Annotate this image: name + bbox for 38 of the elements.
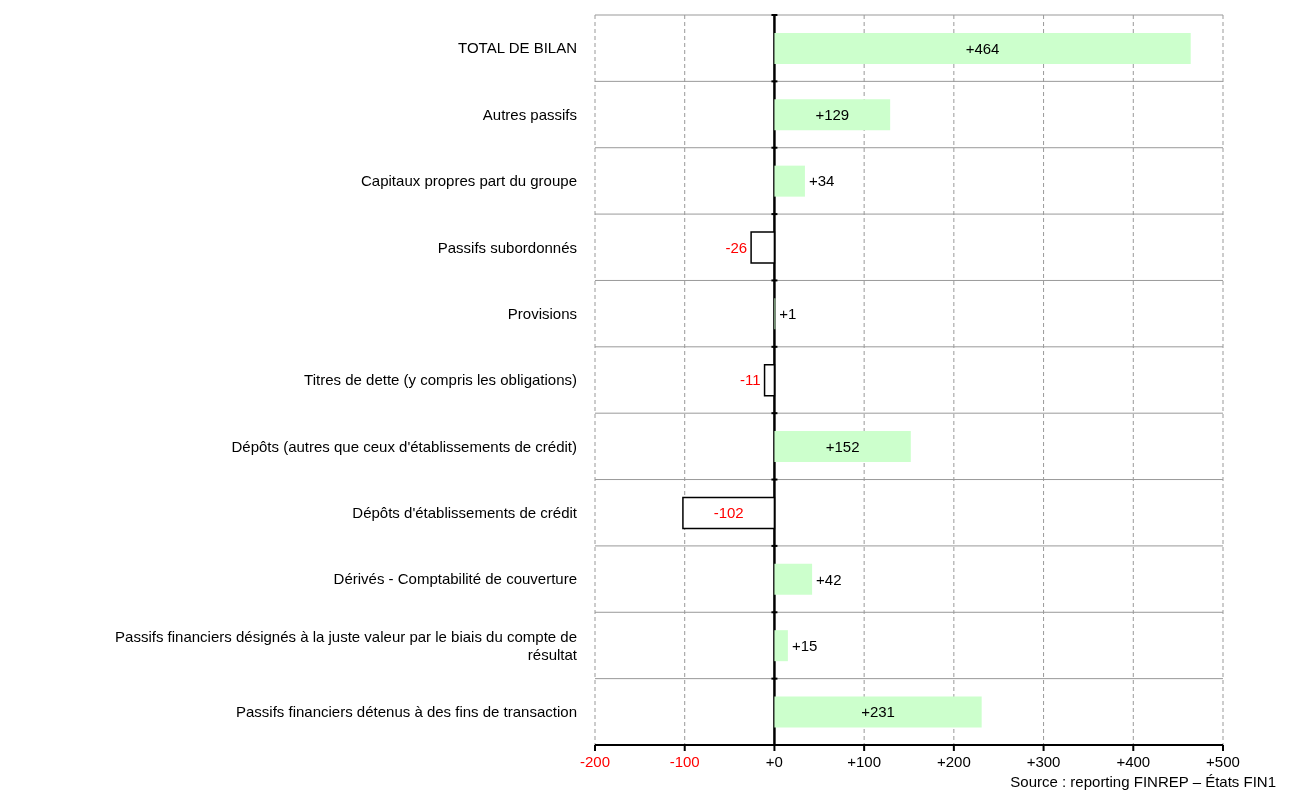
bar <box>774 563 813 595</box>
data-label: +34 <box>808 172 835 190</box>
bar <box>774 696 982 728</box>
data-label: -26 <box>725 238 748 256</box>
y-tick-label: Provisions <box>507 304 577 322</box>
data-label: +129 <box>815 106 850 124</box>
x-tick-label: -100 <box>669 753 700 770</box>
bar <box>774 99 891 131</box>
data-label: +15 <box>791 636 818 654</box>
y-tick-label: Titres de dette (y compris les obligations) <box>304 371 577 389</box>
bar <box>774 32 1191 64</box>
y-tick-label: Passifs financiers désignés à la juste valeur par le biais du compte de résultat <box>115 627 578 663</box>
data-label: -102 <box>713 504 744 522</box>
y-tick-label: Dépôts d'établissements de crédit <box>352 503 578 521</box>
bar <box>774 630 788 662</box>
y-tick-label: Passifs financiers détenus à des fins de transaction <box>235 703 577 721</box>
y-tick-label: Dépôts (autres que ceux d'établissements de crédit) <box>231 437 577 455</box>
y-tick-label: TOTAL DE BILAN <box>458 39 577 57</box>
y-tick-label: Passifs subordonnés <box>437 238 577 256</box>
x-tick-label: +100 <box>847 753 882 770</box>
x-tick-label: -200 <box>579 753 611 770</box>
source-note: Source : reporting FINREP – États FIN1 <box>1009 773 1276 790</box>
data-label: -11 <box>739 371 761 389</box>
bar <box>774 165 805 197</box>
x-tick-label: +400 <box>1116 753 1151 770</box>
x-tick-label: +200 <box>936 753 971 770</box>
x-tick-label: +300 <box>1026 753 1061 770</box>
y-tick-label: Dérivés - Comptabilité de couverture <box>333 570 577 588</box>
y-tick-label: Autres passifs <box>482 105 577 123</box>
data-label: +464 <box>965 39 1000 57</box>
data-label: +42 <box>816 570 842 588</box>
x-tick-label: +0 <box>765 753 783 770</box>
data-label: +152 <box>825 437 860 455</box>
bar <box>774 431 911 463</box>
y-tick-label: Capitaux propres part du groupe <box>361 172 577 190</box>
data-label: +1 <box>779 305 797 323</box>
x-tick-label: +500 <box>1206 753 1240 770</box>
data-label: +231 <box>861 703 895 721</box>
